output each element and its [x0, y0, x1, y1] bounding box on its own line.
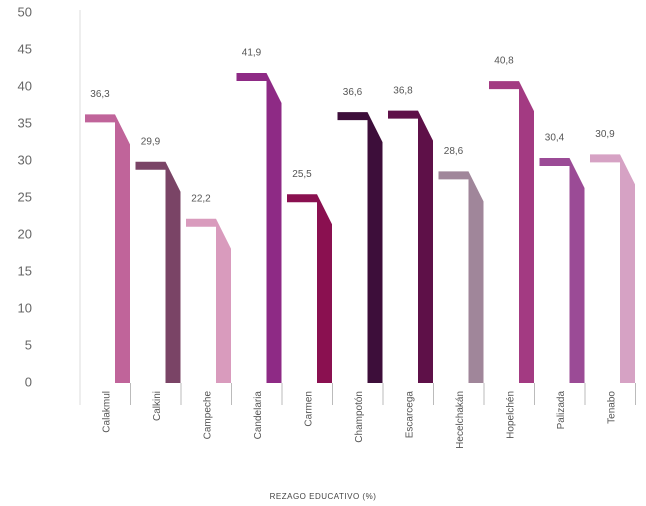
value-label: 36,6 — [343, 87, 363, 98]
bar — [489, 81, 534, 383]
bar — [186, 218, 231, 383]
bar — [539, 158, 585, 383]
x-tick-label: Campeche — [203, 391, 214, 440]
y-tick-label: 45 — [18, 41, 32, 56]
value-label: 41,9 — [242, 48, 262, 59]
value-label: 29,9 — [141, 136, 161, 147]
bar — [388, 110, 433, 384]
bar — [85, 114, 130, 383]
value-label: 36,8 — [393, 85, 413, 96]
x-axis-title: REZAGO EDUCATIVO (%) — [270, 492, 377, 501]
bar — [236, 72, 282, 383]
y-tick-label: 40 — [18, 78, 32, 93]
y-tick-label: 5 — [25, 337, 32, 352]
x-tick-label: Tenabo — [607, 391, 618, 424]
value-label: 30,4 — [545, 133, 565, 144]
x-tick-label: Champotón — [354, 391, 365, 443]
bar — [135, 161, 181, 383]
x-tick-label: Palizada — [556, 391, 567, 430]
y-tick-label: 10 — [18, 300, 32, 315]
value-label: 40,8 — [494, 56, 514, 67]
value-label: 25,5 — [292, 169, 312, 180]
y-tick-label: 20 — [18, 226, 32, 241]
bar — [438, 171, 484, 383]
x-tick-label: Candelaria — [253, 391, 264, 440]
y-tick-label: 15 — [18, 263, 32, 278]
value-label: 30,9 — [595, 129, 615, 140]
bar — [590, 154, 635, 383]
x-tick-label: Hopelchén — [506, 391, 517, 439]
y-tick-label: 30 — [18, 152, 32, 167]
x-tick-label: Calkini — [152, 391, 163, 421]
value-label: 22,2 — [191, 193, 211, 204]
x-tick-label: Calakmul — [102, 391, 113, 433]
y-tick-label: 35 — [18, 115, 32, 130]
bar — [287, 194, 332, 383]
x-tick-label: Escarcega — [405, 391, 416, 439]
y-tick-label: 50 — [18, 4, 32, 19]
value-label: 36,3 — [90, 89, 110, 100]
bar — [337, 112, 383, 383]
y-tick-label: 25 — [18, 189, 32, 204]
y-tick-label: 0 — [25, 374, 32, 389]
x-tick-label: Hecelchakán — [455, 391, 466, 449]
x-tick-label: Carmen — [304, 391, 315, 427]
value-label: 28,6 — [444, 146, 464, 157]
